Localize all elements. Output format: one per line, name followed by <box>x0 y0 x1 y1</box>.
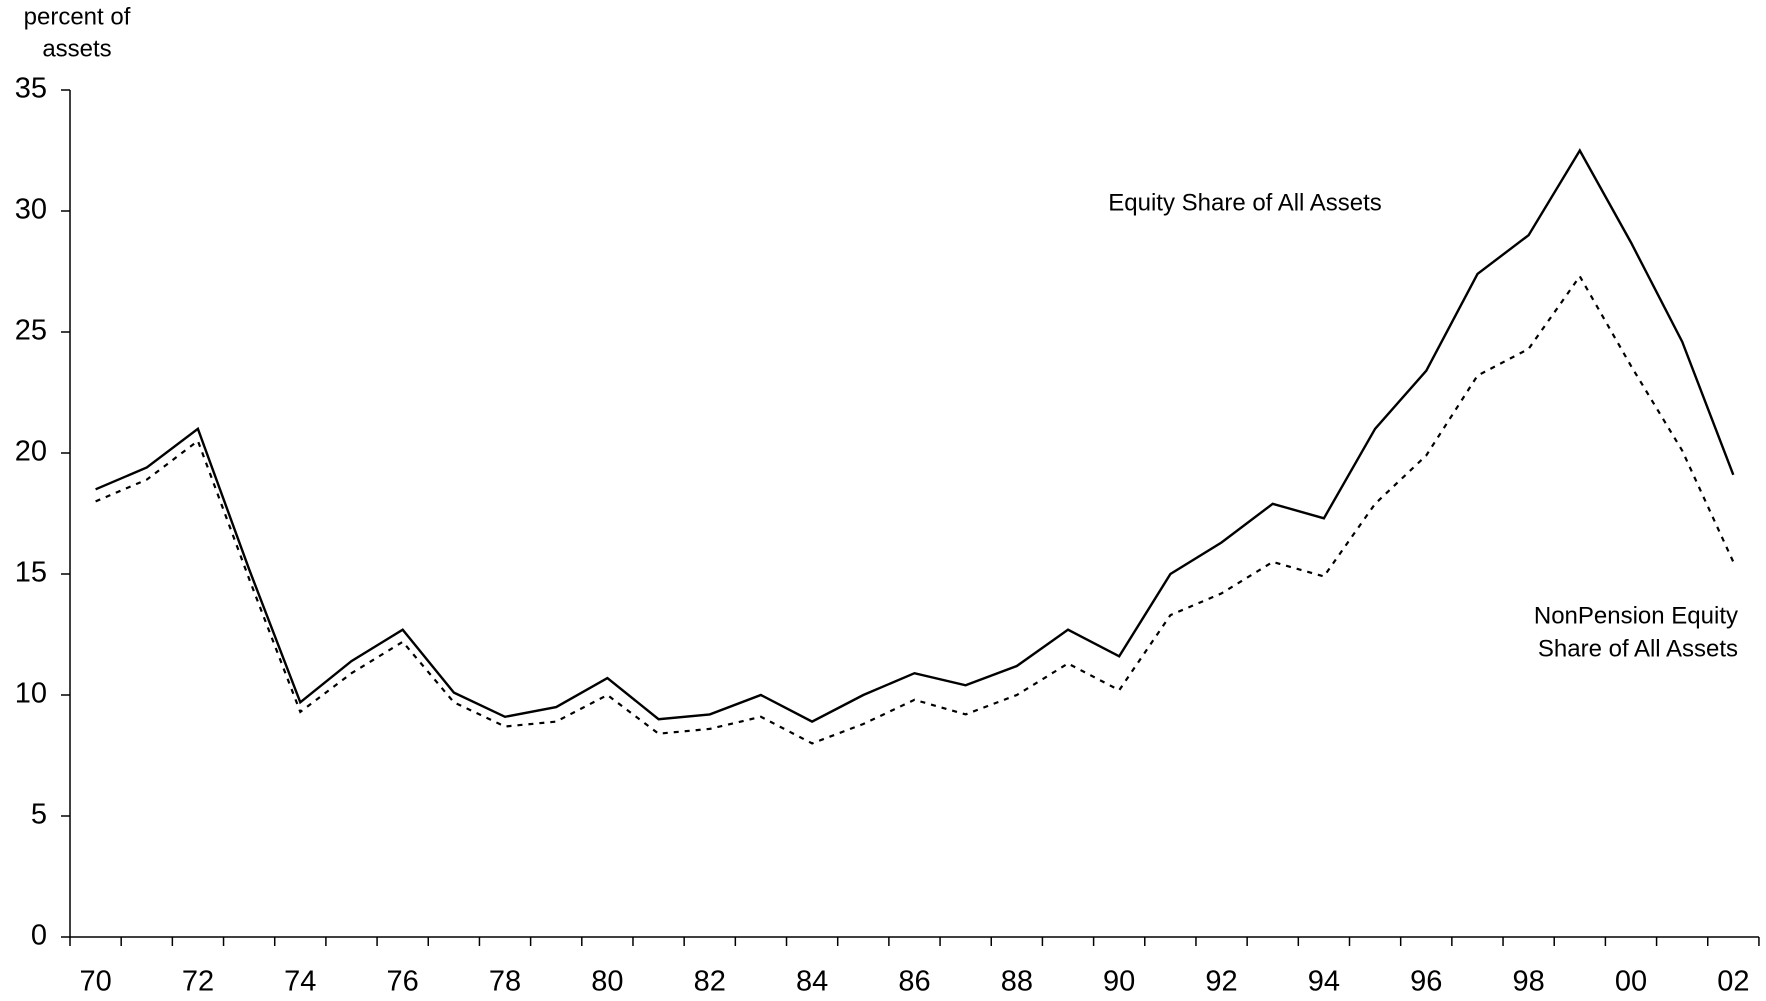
x-tick-label: 70 <box>79 966 111 998</box>
x-tick-label: 02 <box>1717 966 1749 998</box>
x-tick-label: 92 <box>1205 966 1237 998</box>
x-tick-label: 84 <box>796 966 828 998</box>
series-line <box>95 148 1735 723</box>
x-tick-label: 98 <box>1512 966 1544 998</box>
series-annotation: Equity Share of All Assets <box>1108 189 1381 216</box>
x-tick-label: 76 <box>387 966 419 998</box>
y-tick-label: 10 <box>15 678 47 710</box>
series-annotation: Share of All Assets <box>1538 635 1738 662</box>
series-line <box>95 274 1735 745</box>
x-tick-label: 78 <box>489 966 521 998</box>
x-tick-label: 96 <box>1410 966 1442 998</box>
x-tick-label: 94 <box>1308 966 1340 998</box>
x-tick-label: 90 <box>1103 966 1135 998</box>
x-tick-label: 74 <box>284 966 316 998</box>
x-tick-label: 82 <box>694 966 726 998</box>
x-tick-label: 86 <box>898 966 930 998</box>
y-tick-label: 35 <box>15 73 47 105</box>
x-tick-label: 88 <box>1001 966 1033 998</box>
series-annotation: NonPension Equity <box>1534 602 1738 629</box>
x-tick-label: 00 <box>1615 966 1647 998</box>
y-axis-label: assets <box>42 35 111 62</box>
y-tick-label: 5 <box>31 799 47 831</box>
x-tick-label: 80 <box>591 966 623 998</box>
y-axis-label: percent of <box>24 3 131 30</box>
y-tick-label: 0 <box>31 920 47 952</box>
y-tick-label: 20 <box>15 436 47 468</box>
y-tick-label: 30 <box>15 194 47 226</box>
y-tick-label: 15 <box>15 557 47 589</box>
y-tick-label: 25 <box>15 315 47 347</box>
x-tick-label: 72 <box>182 966 214 998</box>
